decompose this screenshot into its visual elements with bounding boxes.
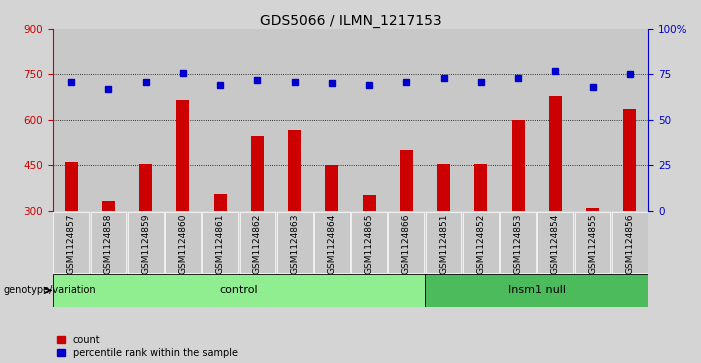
- FancyBboxPatch shape: [388, 212, 424, 273]
- Bar: [512, 120, 524, 211]
- Text: GSM1124853: GSM1124853: [514, 214, 522, 274]
- Bar: [388, 29, 425, 211]
- Text: GSM1124854: GSM1124854: [551, 214, 560, 274]
- Bar: [475, 164, 487, 211]
- FancyBboxPatch shape: [463, 212, 498, 273]
- Bar: [90, 29, 127, 211]
- Bar: [313, 29, 350, 211]
- Text: GSM1124855: GSM1124855: [588, 214, 597, 274]
- Bar: [251, 136, 264, 211]
- FancyBboxPatch shape: [165, 212, 200, 273]
- FancyBboxPatch shape: [612, 212, 648, 273]
- Bar: [214, 194, 226, 211]
- FancyBboxPatch shape: [128, 212, 163, 273]
- Bar: [537, 29, 574, 211]
- FancyBboxPatch shape: [90, 212, 126, 273]
- FancyBboxPatch shape: [426, 212, 461, 273]
- Bar: [202, 29, 239, 211]
- Bar: [574, 29, 611, 211]
- FancyBboxPatch shape: [538, 212, 573, 273]
- Text: GSM1124862: GSM1124862: [253, 214, 262, 274]
- Bar: [276, 29, 313, 211]
- FancyBboxPatch shape: [575, 212, 611, 273]
- Text: GSM1124852: GSM1124852: [477, 214, 485, 274]
- Bar: [623, 109, 637, 211]
- Bar: [325, 165, 339, 211]
- FancyBboxPatch shape: [351, 212, 387, 273]
- FancyBboxPatch shape: [425, 274, 648, 307]
- FancyBboxPatch shape: [314, 212, 350, 273]
- Bar: [288, 130, 301, 211]
- FancyBboxPatch shape: [53, 212, 89, 273]
- Text: GSM1124858: GSM1124858: [104, 214, 113, 274]
- Bar: [362, 195, 376, 211]
- Bar: [586, 208, 599, 211]
- Bar: [549, 95, 562, 211]
- Text: GSM1124861: GSM1124861: [216, 214, 224, 274]
- Bar: [462, 29, 499, 211]
- Text: GSM1124859: GSM1124859: [141, 214, 150, 274]
- Legend: count, percentile rank within the sample: count, percentile rank within the sample: [57, 335, 238, 358]
- Bar: [239, 29, 276, 211]
- Bar: [139, 164, 152, 211]
- Bar: [64, 162, 78, 211]
- Bar: [102, 201, 115, 211]
- Bar: [425, 29, 462, 211]
- Text: GSM1124865: GSM1124865: [365, 214, 374, 274]
- Text: GSM1124851: GSM1124851: [439, 214, 448, 274]
- Bar: [177, 100, 189, 211]
- Bar: [437, 164, 450, 211]
- Text: control: control: [219, 285, 258, 295]
- Text: Insm1 null: Insm1 null: [508, 285, 566, 295]
- Title: GDS5066 / ILMN_1217153: GDS5066 / ILMN_1217153: [259, 14, 442, 28]
- Bar: [53, 29, 90, 211]
- Text: GSM1124857: GSM1124857: [67, 214, 76, 274]
- Text: GSM1124866: GSM1124866: [402, 214, 411, 274]
- Text: GSM1124863: GSM1124863: [290, 214, 299, 274]
- FancyBboxPatch shape: [203, 212, 238, 273]
- Bar: [127, 29, 164, 211]
- FancyBboxPatch shape: [277, 212, 313, 273]
- Bar: [164, 29, 202, 211]
- Text: genotype/variation: genotype/variation: [4, 285, 96, 295]
- Bar: [611, 29, 648, 211]
- Bar: [499, 29, 537, 211]
- FancyBboxPatch shape: [501, 212, 536, 273]
- FancyBboxPatch shape: [240, 212, 275, 273]
- Bar: [350, 29, 388, 211]
- Text: GSM1124864: GSM1124864: [327, 214, 336, 274]
- Text: GSM1124856: GSM1124856: [625, 214, 634, 274]
- Text: GSM1124860: GSM1124860: [179, 214, 187, 274]
- FancyBboxPatch shape: [53, 274, 425, 307]
- Bar: [400, 150, 413, 211]
